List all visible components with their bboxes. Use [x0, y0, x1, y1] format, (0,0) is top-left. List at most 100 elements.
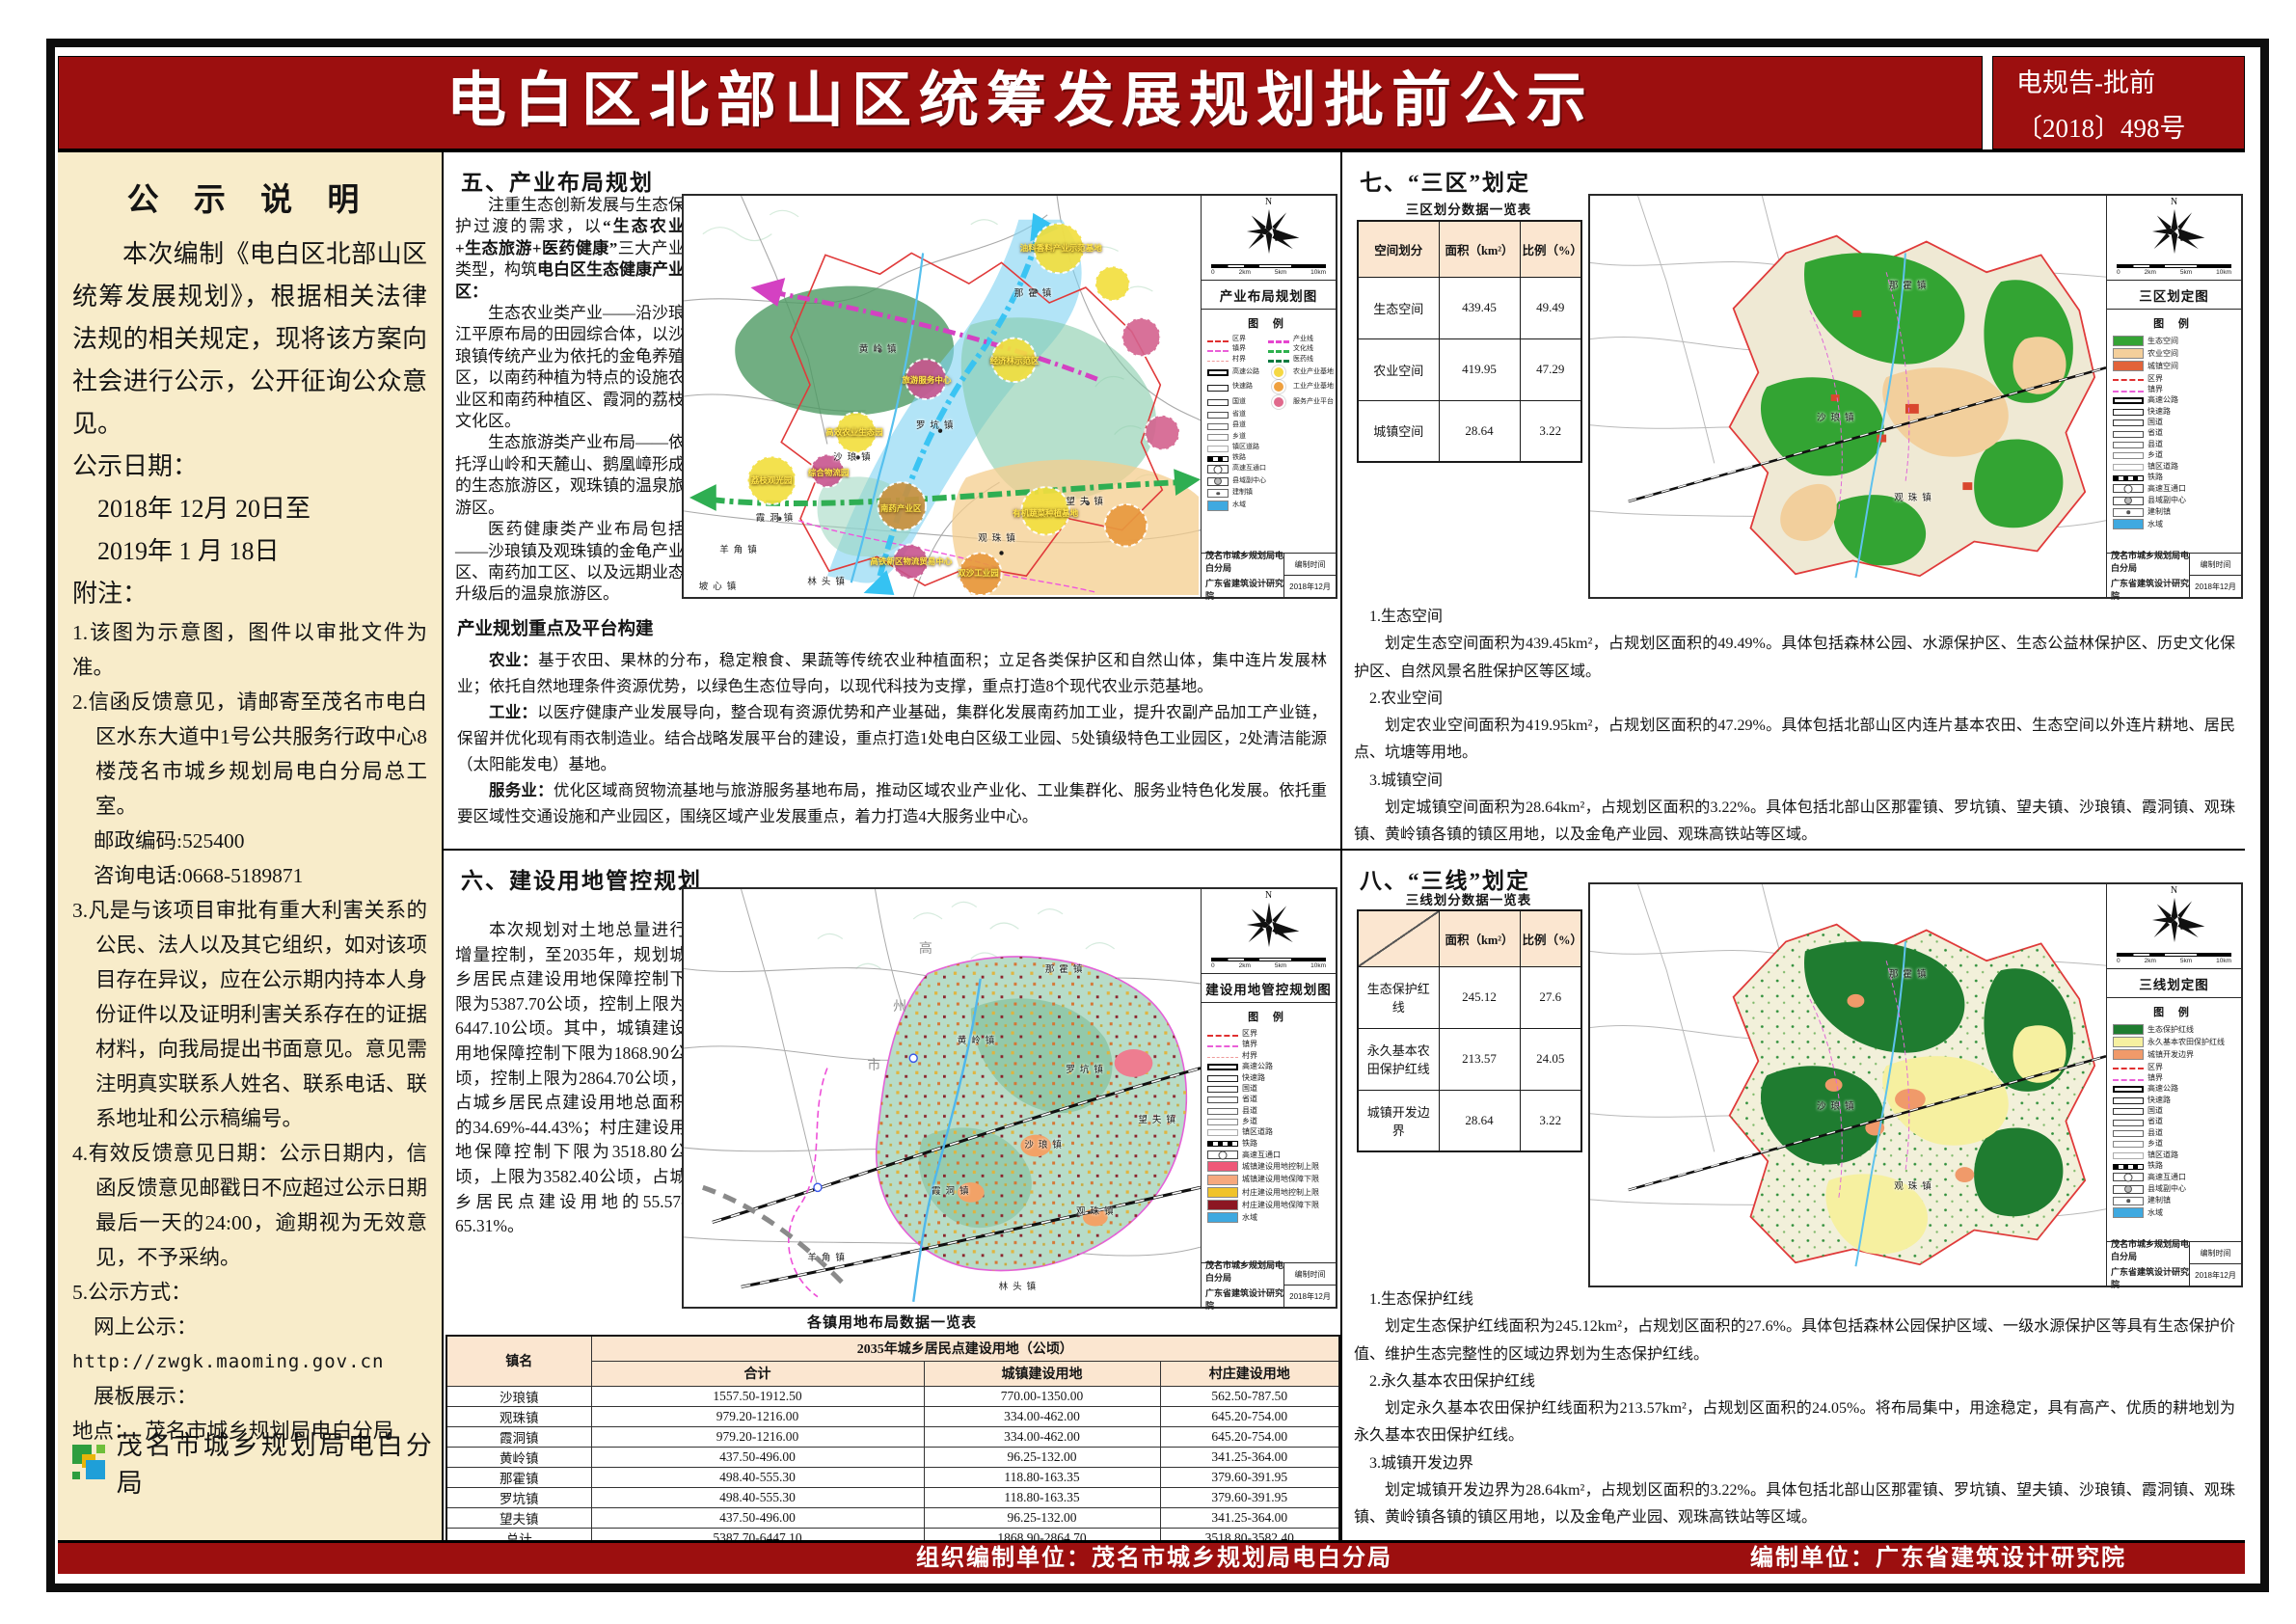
map-label: 霞洞镇	[931, 1186, 974, 1197]
legend-item: 铁路	[2113, 1161, 2235, 1170]
legend-item: 铁路	[2113, 473, 2235, 481]
legend-item: 村庄建设用地保障下限	[1207, 1199, 1330, 1210]
map-label: 观珠镇	[1894, 494, 1936, 503]
notice-date-end: 2019年 1 月 18日	[97, 537, 280, 565]
legend-item: 快速路	[1207, 1073, 1330, 1082]
legend-swatch-icon	[1207, 1056, 1238, 1058]
scale-bar: 0 2km 5km 10km	[2117, 953, 2231, 964]
notice-intro: 本次编制《电白区北部山区统筹发展规划》，根据相关法律法规的相关规定，现将该方案向…	[72, 240, 427, 438]
legend-swatch-icon	[2113, 484, 2144, 494]
legend-item: 产业线	[1268, 336, 1334, 343]
map-label: 油料香料产业示范基地	[1019, 243, 1102, 254]
map-labels-overlay: 油料香料产业示范基地 经济林示范区 旅游服务中心 高效农业生态园 综合物流园 南药产业区 荔…	[684, 196, 1201, 597]
paragraph: 注重生态创新发展与生态保护过渡的需求，以“生态农业+生态旅游+医药健康”三大产业…	[455, 196, 685, 301]
legend-swatch-icon	[1268, 395, 1289, 408]
legend-swatch-icon	[1207, 340, 1229, 343]
legend-swatch-icon	[1207, 350, 1229, 353]
legend-swatch-icon	[1207, 1085, 1238, 1093]
section8-title: 八、“三线”划定	[1360, 869, 1530, 893]
section7-items: 1.生态空间 划定生态空间面积为439.45km²，占规划区面积的49.49%。具…	[1354, 604, 2235, 850]
section7-title: 七、“三区”划定	[1360, 171, 1530, 195]
three-zones-table: 空间划分 面积（km²） 比例（%） 生态空间 439.45 49.49 农业空间 419.9…	[1357, 220, 1582, 463]
map-title: 三区划定图	[2107, 281, 2241, 310]
doc-number-box: 电规告-批前 〔2018〕498号	[1992, 56, 2245, 149]
legend-swatch-icon	[1207, 399, 1229, 407]
legend-item: 水域	[2113, 518, 2235, 529]
land-control-map: 那霍镇 黄岭镇 罗坑镇 沙琅镇 霞洞镇 观珠镇 望夫镇 林头镇 羊角镇 高州市 N 0 2km 5km…	[682, 887, 1337, 1311]
legend-item: 文化线	[1268, 345, 1334, 353]
notice-url[interactable]: http://zwgk.maoming.gov.cn	[72, 1351, 385, 1372]
legend-swatch-icon	[2113, 1163, 2144, 1170]
scale-bar: 0 2km 5km 10km	[1211, 958, 1326, 969]
legend-swatch-icon	[1207, 422, 1229, 430]
north-label: N	[2170, 197, 2178, 207]
map-legend: N 0 2km 5km 10km 产业布局规划图 图 例 区界 镇界 村界 高速公路	[1201, 196, 1336, 601]
legend-item: 医药线	[1268, 356, 1334, 364]
legend-item: 省道	[1207, 410, 1266, 420]
notice-note: 4.有效反馈意见日期：公示日期内，信函反馈意见邮戳日不应超过公示日期最后一天的2…	[72, 1142, 428, 1269]
legend-swatch-icon	[2113, 507, 2144, 517]
column-header: 面积（km²）	[1438, 220, 1521, 278]
legend-item: 城镇空间	[2113, 361, 2235, 372]
industry-layout-map: 油料香料产业示范基地 经济林示范区 旅游服务中心 高效农业生态园 综合物流园 南药产业区 荔…	[682, 194, 1337, 601]
scale-bar: 0 2km 5km 10km	[1211, 264, 1326, 276]
column-header: 合计	[590, 1360, 925, 1387]
platform-title: 产业规划重点及平台构建	[457, 620, 654, 639]
bureau-name: 茂名市城乡规划局电白分局	[116, 1431, 435, 1498]
legend-item: 乡道	[1207, 432, 1266, 442]
map-canvas: 那霍镇 沙琅镇 观珠镇	[1590, 884, 2106, 1286]
legend-swatch-icon	[1268, 360, 1289, 364]
legend-swatch-icon	[1268, 381, 1289, 393]
three-zones-map: 那霍镇 沙琅镇 观珠镇 N 0 2km 5km 10km 三区划定图	[1588, 194, 2243, 601]
map-attribution: 茂名市城乡规划局电白分局 广东省建筑设计研究院 编制时间 2018年12月	[1202, 551, 1336, 601]
legend-swatch-icon	[1207, 489, 1229, 499]
legend-swatch-icon	[2113, 1129, 2144, 1137]
line-table-title: 三线划分数据一览表	[1405, 893, 1532, 907]
map-attribution: 茂名市城乡规划局电白分局 广东省建筑设计研究院 编制时间 2018年12月	[2107, 551, 2241, 601]
section-three-lines: 八、“三线”划定 三线划分数据一览表 面积（km²） 比例（%） 生态保护红线 245…	[1340, 851, 2245, 1540]
legend-item: 水域	[2113, 1206, 2235, 1218]
legend-item: 省道	[1207, 1095, 1330, 1104]
legend-item: 建制镇	[2113, 507, 2235, 517]
legend-item: 生态空间	[2113, 336, 2235, 346]
item-heading: 3.城镇空间	[1369, 771, 1444, 789]
paragraph: 农业：基于农田、果林的分布，稳定粮食、果蔬等传统农业种植面积；立足各类保护区和自…	[457, 651, 1328, 695]
legend-swatch-icon	[1207, 1074, 1238, 1082]
map-label: 林头镇	[807, 578, 850, 588]
legend-item: 水域	[1207, 1212, 1330, 1224]
legend-item: 县域副中心	[2113, 496, 2235, 505]
header: 电白区北部山区统筹发展规划批前公示 电规告-批前 〔2018〕498号	[58, 56, 2245, 149]
map-label: 沙琅镇	[1817, 1101, 1859, 1112]
legend-item: 高速公路	[2113, 395, 2235, 405]
map-label: 州	[893, 1000, 909, 1015]
legend-item: 城镇开发边界	[2113, 1049, 2235, 1061]
legend-swatch-icon	[1207, 434, 1229, 442]
legend-item: 高速互通口	[1207, 1150, 1330, 1160]
legend-swatch-icon	[1207, 1186, 1238, 1198]
map-legend: N 0 2km 5km 10km 三区划定图 图 例 生态空间 农业空间 城镇空间	[2106, 196, 2241, 601]
legend-swatch-icon	[1207, 1161, 1238, 1173]
table-row: 生态空间 439.45 49.49	[1357, 276, 1582, 339]
legend-item: 县道	[2113, 1128, 2235, 1137]
section6-text: 本次规划对土地总量进行增量控制，至2035年，规划城乡居民点建设用地保障控制下限…	[455, 918, 687, 1239]
notice-date-label: 公示日期：	[72, 452, 199, 480]
legend-caption: 图 例	[1248, 318, 1289, 330]
notice-note: 网上公示：	[94, 1315, 198, 1339]
map-label: 观珠镇	[1894, 1182, 1936, 1192]
map-label: 罗坑镇	[1066, 1066, 1108, 1076]
map-label: 综合物流园	[807, 468, 850, 478]
legend-swatch-icon	[2113, 1151, 2144, 1159]
zone-table-title: 三区划分数据一览表	[1405, 203, 1532, 217]
legend-swatch-icon	[2113, 397, 2144, 405]
legend-swatch-icon	[1207, 1034, 1238, 1037]
item-paragraph: 划定城镇开发边界为28.64km²，占规划区面积的3.22%。具体包括北部山区那…	[1354, 1482, 2235, 1527]
table-row: 观珠镇 979.20-1216.00 334.00-462.00 645.20-754…	[446, 1405, 1340, 1427]
notice-note: 咨询电话:0668-5189871	[94, 864, 304, 887]
paragraph: 本次规划对土地总量进行增量控制，至2035年，规划城乡居民点建设用地保障控制下限…	[455, 920, 687, 1236]
legend-swatch-icon	[2113, 1196, 2144, 1205]
paragraph: 生态旅游类产业布局——依托浮山岭和天麓山、鹅凰嶂形成的生态旅游区，观珠镇的温泉旅…	[455, 433, 685, 517]
legend-swatch-icon	[2113, 379, 2144, 382]
legend-swatch-icon	[1207, 1174, 1238, 1185]
scale-bar: 0 2km 5km 10km	[2117, 264, 2231, 276]
column-header: 空间划分	[1357, 220, 1440, 278]
